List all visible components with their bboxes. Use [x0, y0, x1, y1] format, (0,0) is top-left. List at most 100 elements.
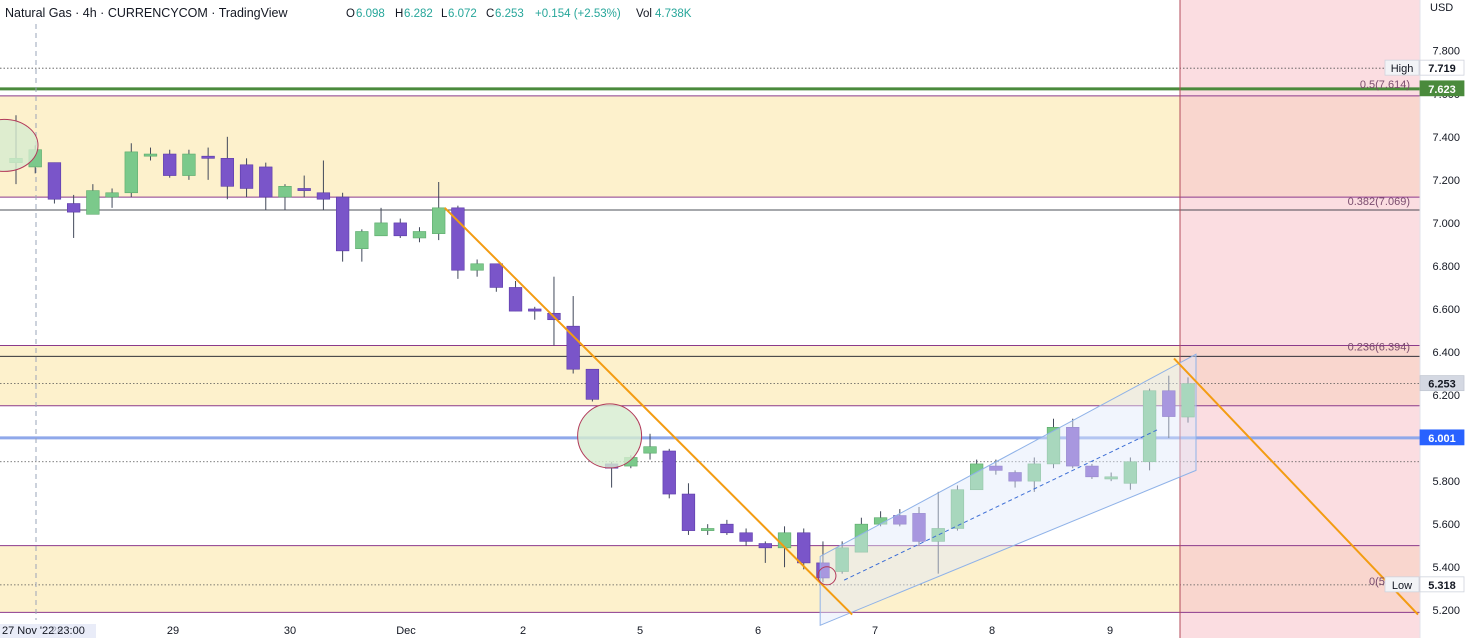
candle [374, 207, 388, 237]
price-axis-panel[interactable] [1420, 0, 1466, 638]
price-tag-box [1419, 429, 1465, 446]
candle-body [124, 151, 138, 194]
high-label: H [395, 8, 403, 20]
candle-body [566, 325, 580, 370]
candle [739, 528, 753, 546]
candle-body [297, 188, 311, 191]
candle [585, 368, 600, 402]
volume-value: 4.738K [655, 8, 692, 20]
change-value: +0.154 (+2.53%) [535, 8, 621, 20]
fib-level-label: 0.5(7.614) [1360, 79, 1410, 91]
time-axis-labels: 282930Dec25678927 Nov '22 23:00 [0, 624, 1113, 638]
candle-body [1123, 461, 1138, 484]
price-tag-value: 5.318 [1428, 580, 1456, 592]
candle-body [508, 287, 523, 312]
candle-body [470, 263, 484, 271]
candle [66, 194, 81, 238]
candle [701, 524, 715, 535]
price-tag-box [1419, 59, 1465, 76]
candle-body [412, 231, 427, 239]
candle [854, 517, 869, 553]
gap-highlight-circle [577, 403, 643, 469]
candle [950, 485, 965, 531]
open-label: O [346, 8, 355, 20]
candle-body [86, 190, 100, 215]
candle [1066, 418, 1080, 469]
time-tick-label: 30 [284, 625, 296, 637]
price-tag-caption-box [1384, 576, 1420, 593]
support-resistance-zone [0, 545, 1180, 613]
candle [470, 259, 484, 277]
candle [1162, 375, 1176, 439]
candle-body [893, 515, 907, 525]
candle-body [835, 547, 849, 572]
candle [316, 160, 331, 210]
candle-body [777, 532, 792, 549]
low-highlight-circle [817, 566, 837, 586]
price-tick-label: 5.200 [1432, 605, 1460, 617]
candle-body [259, 166, 273, 198]
time-tick-label: 6 [755, 625, 761, 637]
candle [662, 448, 676, 499]
candle-body [1162, 390, 1176, 417]
candle-body [105, 192, 119, 198]
candle-body [393, 222, 407, 237]
candle-body [66, 203, 81, 213]
candle [278, 184, 292, 210]
candle [1046, 418, 1061, 469]
volume-label: Vol [636, 8, 652, 20]
candle-body [278, 186, 292, 198]
candle-body [1046, 427, 1061, 465]
close-label: C [486, 8, 494, 20]
candle-body [1181, 383, 1195, 418]
candle-body [701, 528, 715, 531]
candle-body [220, 158, 234, 187]
price-tick-label: 6.600 [1432, 304, 1460, 316]
candle-body [1027, 463, 1041, 482]
candle [931, 491, 945, 574]
candle [797, 528, 811, 570]
price-tag-box [1419, 80, 1465, 97]
candle-body [374, 222, 388, 237]
price-axis-labels: 7.8007.6007.4007.2007.0006.8006.6006.400… [1384, 46, 1465, 617]
time-tick-label: 2 [520, 625, 526, 637]
crosshair-time-label: 27 Nov '22 23:00 [2, 625, 85, 637]
downtrend-line [443, 207, 853, 616]
candle [86, 184, 100, 215]
candle-body [912, 513, 926, 542]
candle [1104, 472, 1118, 482]
candle-body [355, 231, 369, 250]
candle [220, 136, 234, 200]
drawings-layer: 0.5(7.614)0.382(7.069)0.236(6.394)0(5.30… [0, 79, 1419, 627]
price-tick-label: 5.400 [1432, 562, 1460, 574]
price-tick-label: 5.600 [1432, 519, 1460, 531]
candle-body [720, 523, 734, 534]
candle-body [1066, 427, 1080, 467]
zone-future-overlap [1180, 345, 1420, 406]
projected-downtrend-line [1173, 357, 1419, 616]
candle [681, 483, 696, 535]
candle-body [1104, 476, 1118, 480]
time-tick-label: Dec [396, 625, 416, 637]
price-tag-caption-box [1384, 59, 1420, 76]
fib-level-label: 0.236(6.394) [1348, 341, 1410, 353]
price-tag-value: 6.253 [1428, 379, 1456, 391]
time-tick-label: 9 [1107, 625, 1113, 637]
candle-body [662, 450, 676, 495]
candle [1085, 463, 1099, 479]
candle [912, 506, 926, 546]
background-layer [0, 0, 1420, 638]
price-tick-label: 7.200 [1432, 175, 1460, 187]
candle-body [758, 543, 772, 549]
price-tick-label: 7.000 [1432, 218, 1460, 230]
time-tick-label: 29 [167, 625, 179, 637]
price-tick-label: 6.200 [1432, 390, 1460, 402]
candle-body [489, 263, 503, 288]
support-resistance-zone [0, 95, 1180, 198]
channel-median-line [843, 429, 1159, 581]
candle [835, 541, 849, 574]
candle [259, 162, 273, 210]
symbol-title[interactable]: Natural Gas · 4h · CURRENCYCOM · Trading… [5, 6, 288, 20]
candle [432, 182, 446, 241]
